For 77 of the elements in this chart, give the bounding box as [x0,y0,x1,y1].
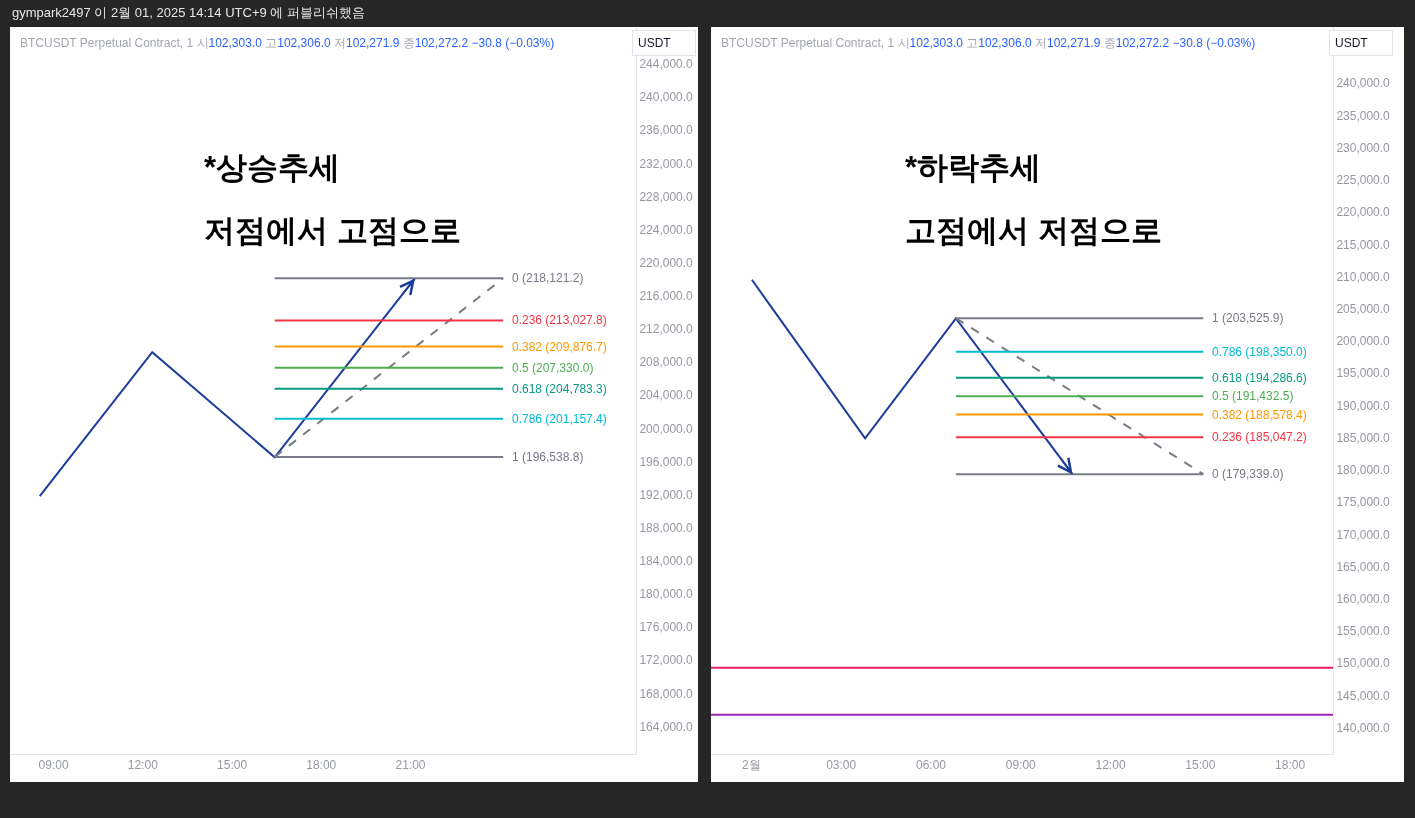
y-tick-label: 165,000.0 [1336,559,1391,574]
text: gympark2497 이 2월 01, 2025 14:14 UTC+9 에 퍼블리쉬했음 [12,5,365,20]
series-label: 1 (196,538.8) [512,450,584,464]
series-label: 0 (179,339.0) [1212,467,1284,481]
y-tick-label: 215,000.0 [1336,237,1391,252]
text: *하락추세 [905,150,1042,185]
series-label: 0.236 (213,027.8) [512,313,607,327]
series-label: 0.5 (191,432.5) [1212,389,1294,403]
y-tick-label: 208,000.0 [639,355,694,370]
x-tick-label: 06:00 [915,758,947,773]
y-tick-label: 176,000.0 [639,620,694,635]
y-tick-label: 210,000.0 [1336,269,1391,284]
y-tick-label: 175,000.0 [1336,495,1391,510]
x-tick-label: 15:00 [1185,758,1216,773]
x-tick-label: 2월 [742,758,761,773]
y-tick-label: 240,000.0 [639,90,694,105]
y-tick-label: 155,000.0 [1336,624,1391,639]
y-tick-label: 220,000.0 [1336,205,1391,220]
y-tick-label: 200,000.0 [639,421,694,436]
series-label: 0.786 (201,157.4) [512,412,607,426]
text: BTCUSDT Perpetual Contract, 1 시102,303.0 고102,306.0 저102,271.9 종102,272.2 −30.8 (−0.03%) [721,36,1256,50]
series-label: 0.382 (209,876.7) [512,340,607,354]
x-tick-label: 12:00 [1095,758,1126,773]
y-tick-label: 145,000.0 [1336,688,1391,703]
y-tick-label: 192,000.0 [639,487,694,502]
y-tick-label: 140,000.0 [1336,720,1391,735]
y-tick-label: 240,000.0 [1336,76,1391,91]
y-tick-label: 212,000.0 [639,322,694,337]
series-label: 0.618 (204,783.3) [512,382,607,396]
y-tick-label: 205,000.0 [1336,301,1391,316]
x-tick-label: 18:00 [1275,758,1306,773]
y-tick-label: 180,000.0 [1336,463,1391,478]
y-tick-label: 168,000.0 [639,686,694,701]
y-tick-label: 236,000.0 [639,123,694,138]
y-tick-label: 244,000.0 [639,57,694,72]
y-tick-label: 196,000.0 [639,454,694,469]
y-tick-label: 195,000.0 [1336,366,1391,381]
series-label: 0 (218,121.2) [512,271,584,285]
y-tick-label: 224,000.0 [639,222,694,237]
series-label: 0.618 (194,286.6) [1212,371,1307,385]
y-tick-label: 228,000.0 [639,189,694,204]
text: *상승추세 [204,150,341,185]
y-tick-label: 160,000.0 [1336,592,1391,606]
y-tick-label: 164,000.0 [639,719,694,734]
y-tick-label: 230,000.0 [1336,140,1391,155]
y-tick-label: 235,000.0 [1336,108,1391,123]
text: BTCUSDT Perpetual Contract, 1 시102,303.0 고102,306.0 저102,271.9 종102,272.2 −30.8 (−0.03%) [20,36,555,50]
y-tick-label: 225,000.0 [1336,173,1391,188]
x-tick-label: 09:00 [38,758,69,773]
y-tick-label: 185,000.0 [1336,430,1391,445]
series-label: 1 (203,525.9) [1212,311,1284,325]
series-label: 0.5 (207,330.0) [512,361,594,375]
y-tick-label: 200,000.0 [1336,334,1391,349]
y-tick-label: 170,000.0 [1336,527,1391,542]
x-tick-label: 21:00 [395,758,426,773]
text: 저점에서 고점으로 [204,213,461,248]
y-axis-title: USDT [638,36,672,50]
series-label: 0.382 (188,578.4) [1212,408,1307,422]
y-tick-label: 184,000.0 [639,554,694,569]
y-tick-label: 216,000.0 [639,289,694,304]
x-tick-label: 18:00 [306,758,337,773]
y-tick-label: 232,000.0 [639,156,694,171]
y-tick-label: 180,000.0 [639,587,694,602]
series-label: 0.236 (185,047.2) [1212,430,1307,444]
x-tick-label: 03:00 [826,758,857,773]
series-label: 0.786 (198,350.0) [1212,345,1307,359]
y-tick-label: 220,000.0 [639,255,694,270]
y-axis-title: USDT [1335,36,1369,50]
x-tick-label: 12:00 [127,758,159,773]
x-tick-label: 15:00 [217,758,248,773]
text: 고점에서 저점으로 [905,213,1162,248]
x-tick-label: 09:00 [1005,758,1037,773]
y-tick-label: 150,000.0 [1336,656,1391,671]
y-tick-label: 190,000.0 [1336,398,1391,413]
y-tick-label: 204,000.0 [639,388,694,403]
y-tick-label: 172,000.0 [639,653,694,668]
y-tick-label: 188,000.0 [639,520,694,535]
